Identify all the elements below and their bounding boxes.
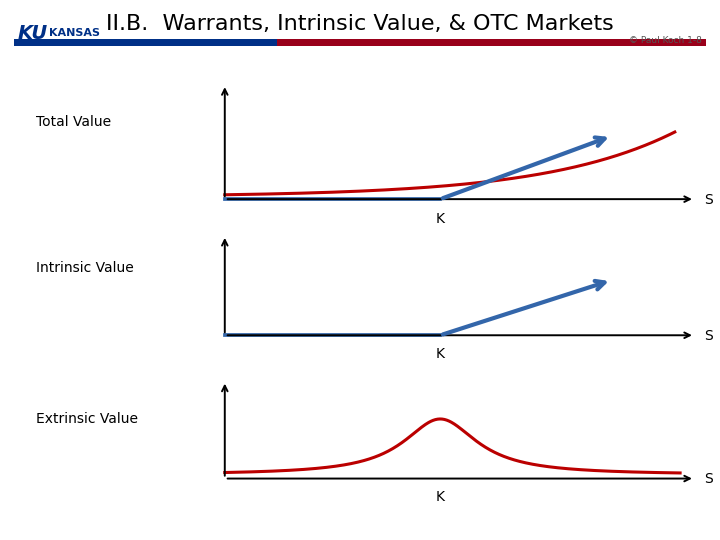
Text: S: S xyxy=(705,329,714,343)
Text: K: K xyxy=(436,347,445,361)
Text: II.B.  Warrants, Intrinsic Value, & OTC Markets: II.B. Warrants, Intrinsic Value, & OTC M… xyxy=(106,14,614,33)
Text: Intrinsic Value: Intrinsic Value xyxy=(36,261,134,275)
Text: S: S xyxy=(705,472,714,487)
Text: © Paul Koch 1-8: © Paul Koch 1-8 xyxy=(629,36,702,45)
Text: Total Value: Total Value xyxy=(36,114,111,129)
Bar xyxy=(14,39,277,46)
Text: KU: KU xyxy=(18,24,48,43)
Text: S: S xyxy=(705,193,714,207)
Text: K: K xyxy=(436,490,445,504)
Text: K: K xyxy=(436,212,445,226)
Text: Extrinsic Value: Extrinsic Value xyxy=(36,412,138,426)
Bar xyxy=(277,39,706,46)
Text: KANSAS: KANSAS xyxy=(49,29,100,38)
